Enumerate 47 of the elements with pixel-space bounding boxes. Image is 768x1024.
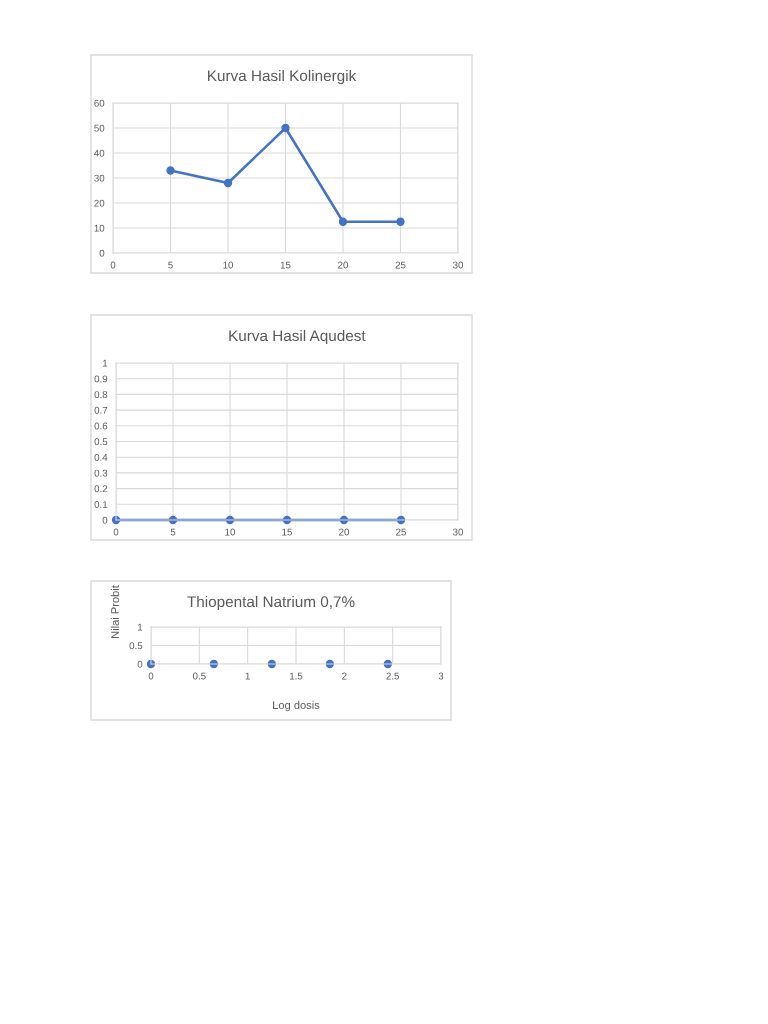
x-tick-label: 15 [282,528,292,536]
y-tick-label: 10 [94,224,105,232]
x-tick-label: 25 [395,261,406,269]
x-tick-label: 1.5 [289,672,303,680]
x-tick-label: 5 [170,528,176,536]
y-tick-label: 0.2 [94,485,108,493]
chart-title: Kurva Hasil Kolinergik [208,69,357,85]
x-tick-label: 20 [338,261,349,269]
y-tick-label: 60 [94,99,105,107]
x-tick-label: 0 [110,261,116,269]
y-axis-title: Nilai Probit [110,585,119,638]
y-tick-label: 0.5 [94,438,108,446]
y-tick-label: 0 [137,660,143,668]
y-tick-label: 0.4 [94,453,108,461]
x-tick-label: 3 [438,672,444,680]
x-tick-label: 10 [223,261,234,269]
y-tick-label: 30 [94,174,105,182]
y-tick-label: 50 [94,124,105,132]
y-tick-label: 40 [94,149,105,157]
x-tick-label: 2 [342,672,347,680]
x-tick-label: 5 [168,261,173,269]
x-tick-label: 2.5 [386,672,400,680]
x-tick-label: 1 [245,672,250,680]
x-axis-title: Log dosis [273,700,320,712]
x-tick-label: 20 [339,528,350,536]
y-tick-label: 0.5 [129,642,143,650]
x-tick-label: 25 [396,528,406,536]
x-tick-label: 0 [113,528,119,536]
x-tick-label: 15 [280,261,291,269]
y-tick-label: 0.9 [94,375,108,383]
x-tick-label: 10 [225,528,236,536]
x-tick-label: 0 [148,672,154,680]
y-tick-label: 0.6 [94,422,108,430]
y-tick-label: 0 [99,249,105,257]
y-tick-label: 0.1 [94,501,108,508]
y-tick-label: 0.3 [94,469,108,477]
y-tick-label: 0 [102,516,108,524]
y-tick-label: 0.7 [94,406,108,414]
x-tick-label: 30 [452,528,464,536]
x-tick-label: 0.5 [192,672,206,680]
x-tick-label: 30 [452,261,464,269]
y-tick-label: 20 [94,199,105,207]
y-tick-label: 1 [138,623,143,631]
chart-title: Thiopental Natrium 0,7% [187,595,355,611]
chart-title: Kurva Hasil Aqudest [229,329,366,345]
y-tick-label: 0.8 [94,391,108,399]
y-tick-label: 1 [103,359,108,367]
